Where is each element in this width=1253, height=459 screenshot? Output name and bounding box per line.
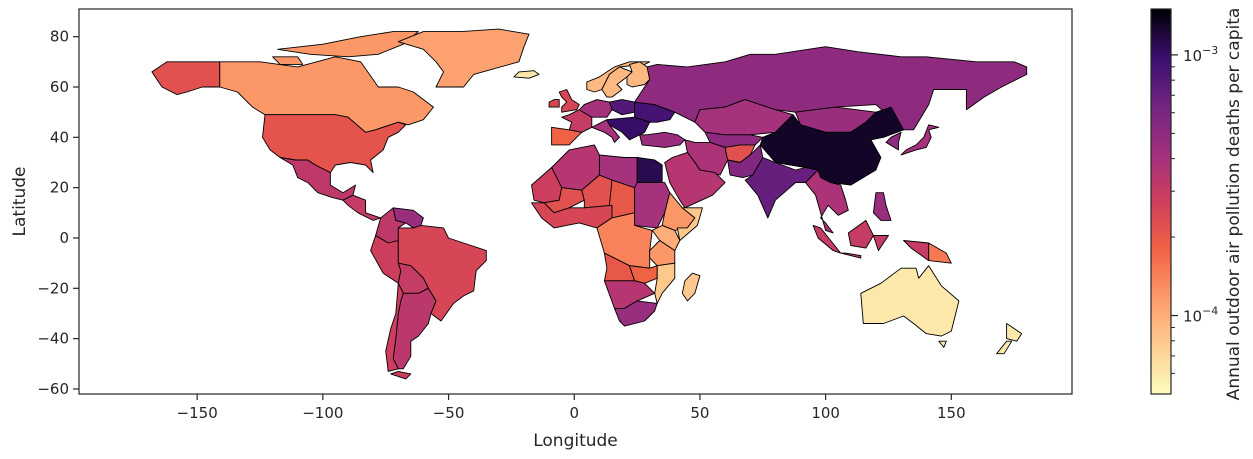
x-axis-label: Longitude [533,431,618,451]
region-japan [900,124,940,156]
y-tick-label: 60 [50,78,69,96]
region-united-kingdom [548,89,580,113]
x-tick-label: −100 [302,404,343,422]
region-iceland [513,70,540,79]
y-tick-label: 40 [50,128,69,146]
region-nigeria [531,202,613,229]
y-tick-label: 80 [50,28,69,46]
region-alaska [151,61,221,96]
colorbar-ticks: 10−3 10−4 [1171,44,1218,374]
region-turkey [639,131,686,148]
region-finland [626,61,651,88]
colorbar-tick-label: 10−3 [1183,44,1218,65]
y-tick-label: 0 [59,229,69,247]
region-korea [885,131,902,151]
region-mexico [279,157,356,201]
x-axis-ticks: −150 −100 −50 0 50 100 150 [177,394,966,422]
region-chile [385,282,412,380]
region-peru [370,235,402,284]
region-arabian-peninsula [664,151,726,209]
region-greenland [397,28,530,88]
y-tick-label: −20 [37,279,69,297]
region-poland [608,99,636,116]
y-tick-label: −40 [37,330,69,348]
y-axis-ticks: 80 60 40 20 0 −20 −40 −60 [37,28,79,398]
region-papua-new-guinea [928,242,952,264]
region-australia [860,265,960,348]
y-axis-label: Latitude [10,167,30,237]
region-mozambique [654,262,676,304]
colorbar-tick-label: 10−4 [1183,305,1218,326]
region-madagascar [681,272,701,302]
y-tick-label: 20 [50,179,69,197]
region-new-zealand [996,323,1023,355]
region-central-america [342,194,382,221]
x-tick-label: 100 [811,404,840,422]
x-tick-label: 50 [690,404,709,422]
region-southeast-asia [805,169,849,234]
x-tick-label: 150 [937,404,966,422]
region-somalia [676,207,703,241]
colorbar [1150,8,1172,395]
region-south-africa [614,300,658,327]
y-tick-label: −60 [37,380,69,398]
region-indonesia [812,219,930,262]
map-layer [151,28,1028,380]
x-tick-label: −50 [433,404,465,422]
colorbar-label: Annual outdoor air pollution deaths per … [1224,8,1244,401]
x-tick-label: 0 [569,404,579,422]
x-tick-label: −150 [177,404,218,422]
region-philippines [872,192,892,221]
region-egypt [636,157,663,184]
plot-frame [78,8,1073,395]
